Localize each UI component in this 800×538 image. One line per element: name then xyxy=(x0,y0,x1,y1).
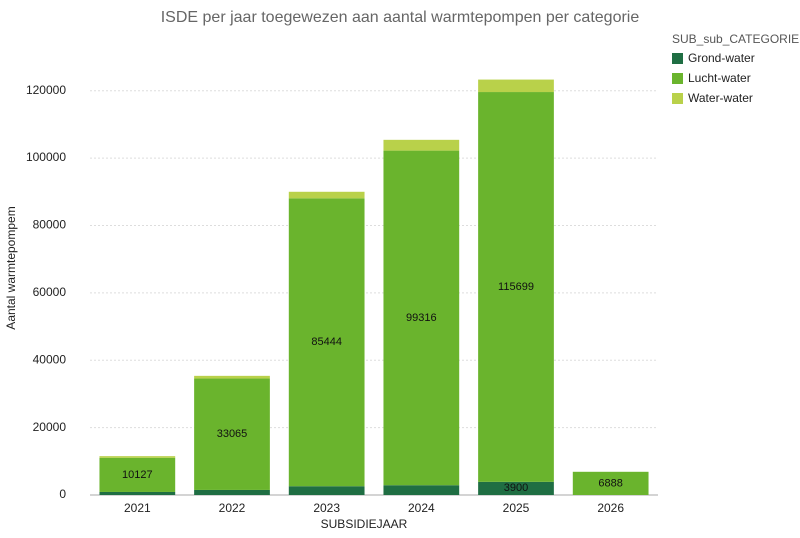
legend-swatch xyxy=(672,53,683,64)
y-tick-label: 40000 xyxy=(33,352,67,366)
bar-segment xyxy=(478,481,554,495)
bar-segment xyxy=(478,79,554,93)
y-tick-label: 60000 xyxy=(33,285,67,299)
bar-segment xyxy=(99,457,176,492)
x-tick-label: 2021 xyxy=(124,501,151,515)
legend-swatch xyxy=(672,73,683,84)
bar-segment xyxy=(478,92,554,482)
y-tick-label: 120000 xyxy=(26,83,66,97)
data-label: 99316 xyxy=(406,312,437,324)
bar-segment xyxy=(572,471,649,495)
legend-swatch xyxy=(672,93,683,104)
x-tick-label: 2023 xyxy=(313,501,340,515)
bar-segment xyxy=(194,378,270,490)
y-tick-label: 100000 xyxy=(26,150,66,164)
bar-segment xyxy=(383,150,460,486)
legend-title: SUB_sub_CATEGORIE xyxy=(672,32,799,46)
bar-segment xyxy=(288,198,365,487)
legend-label: Lucht-water xyxy=(688,71,751,85)
y-tick-label: 20000 xyxy=(33,420,67,434)
bar-segment xyxy=(383,485,460,495)
y-tick-label: 0 xyxy=(59,487,66,501)
bar-segment xyxy=(288,486,365,495)
chart-title: ISDE per jaar toegewezen aan aantal warm… xyxy=(161,9,640,26)
y-tick-label: 80000 xyxy=(33,218,67,232)
bar-segment xyxy=(383,139,460,151)
x-axis-label: SUBSIDIEJAAR xyxy=(321,517,408,531)
legend-label: Grond-water xyxy=(688,51,755,65)
y-axis-label: Aantal warmtepompem xyxy=(4,206,18,329)
data-label: 115699 xyxy=(498,281,534,293)
data-label: 10127 xyxy=(122,469,153,481)
bar-segment xyxy=(194,489,270,495)
x-tick-label: 2025 xyxy=(503,501,530,515)
data-label: 6888 xyxy=(598,477,622,489)
x-tick-label: 2022 xyxy=(219,501,246,515)
x-tick-label: 2026 xyxy=(597,501,624,515)
bar-segment xyxy=(99,491,176,495)
data-label: 3900 xyxy=(504,482,528,494)
data-label: 85444 xyxy=(311,336,342,348)
bar-segment xyxy=(194,375,270,379)
bar-segment xyxy=(288,191,365,199)
legend-label: Water-water xyxy=(688,91,753,105)
x-tick-label: 2024 xyxy=(408,501,435,515)
data-label: 33065 xyxy=(217,428,248,440)
bar-segment xyxy=(99,456,176,458)
